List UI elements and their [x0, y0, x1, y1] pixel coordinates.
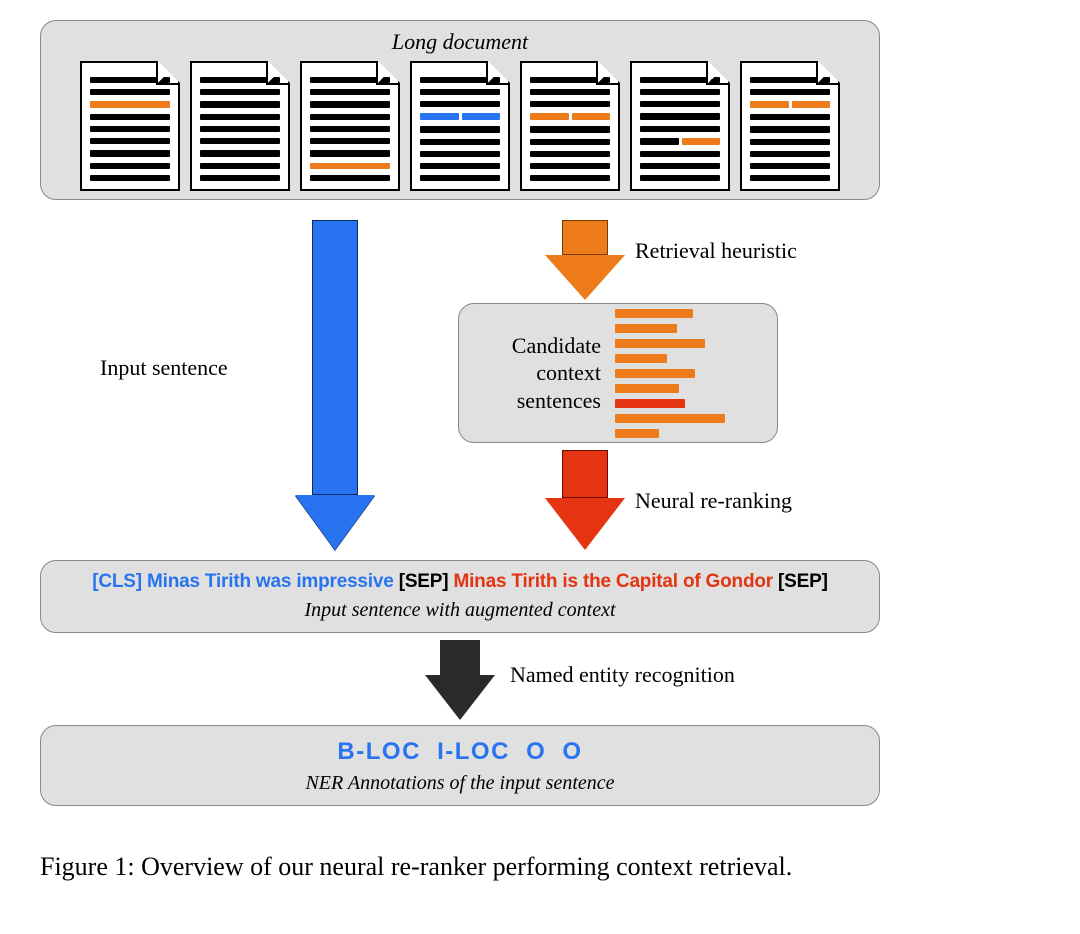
document-icon — [190, 61, 290, 191]
token: [SEP] — [778, 571, 828, 592]
neural-reranking-arrow — [545, 450, 625, 550]
neural-reranking-label: Neural re-ranking — [635, 488, 792, 514]
candidate-bar — [615, 324, 677, 333]
retrieval-heuristic-arrow — [545, 220, 625, 300]
ner-arrow — [425, 640, 495, 720]
documents-row — [53, 61, 867, 191]
ner-label: Named entity recognition — [510, 662, 735, 688]
bio-tags: B-LOC I-LOC O O — [55, 738, 865, 766]
token: Minas Tirith is the Capital of Gondor — [448, 571, 778, 592]
output-subtitle: NER Annotations of the input sentence — [55, 772, 865, 795]
augmented-subtitle: Input sentence with augmented context — [55, 599, 865, 622]
candidate-bar — [615, 354, 667, 363]
candidate-bar — [615, 429, 659, 438]
retrieval-heuristic-label: Retrieval heuristic — [635, 238, 797, 264]
candidate-bar — [615, 399, 685, 408]
candidate-bar — [615, 384, 679, 393]
token: [CLS] — [92, 571, 142, 592]
document-icon — [410, 61, 510, 191]
diagram-root: Long document Input sentence Retrieval h… — [40, 20, 940, 200]
candidate-bar — [615, 309, 693, 318]
input-sentence-arrow — [295, 220, 375, 550]
document-icon — [300, 61, 400, 191]
candidate-context-panel: Candidate context sentences — [458, 303, 778, 443]
document-icon — [80, 61, 180, 191]
ner-output-panel: B-LOC I-LOC O O NER Annotations of the i… — [40, 725, 880, 806]
augmented-context-panel: [CLS] Minas Tirith was impressive [SEP] … — [40, 560, 880, 633]
document-icon — [630, 61, 730, 191]
token: Minas Tirith was impressive — [142, 571, 399, 592]
document-icon — [740, 61, 840, 191]
long-document-label: Long document — [53, 29, 867, 55]
figure-caption: Figure 1: Overview of our neural re-rank… — [40, 850, 940, 884]
long-document-panel: Long document — [40, 20, 880, 200]
input-sentence-label: Input sentence — [100, 355, 228, 381]
candidate-context-label: Candidate context sentences — [471, 332, 601, 415]
candidate-bar — [615, 369, 695, 378]
token: [SEP] — [399, 571, 449, 592]
candidate-bars — [615, 309, 765, 438]
candidate-bar — [615, 414, 725, 423]
document-icon — [520, 61, 620, 191]
augmented-token-sequence: [CLS] Minas Tirith was impressive [SEP] … — [55, 571, 865, 593]
candidate-bar — [615, 339, 705, 348]
